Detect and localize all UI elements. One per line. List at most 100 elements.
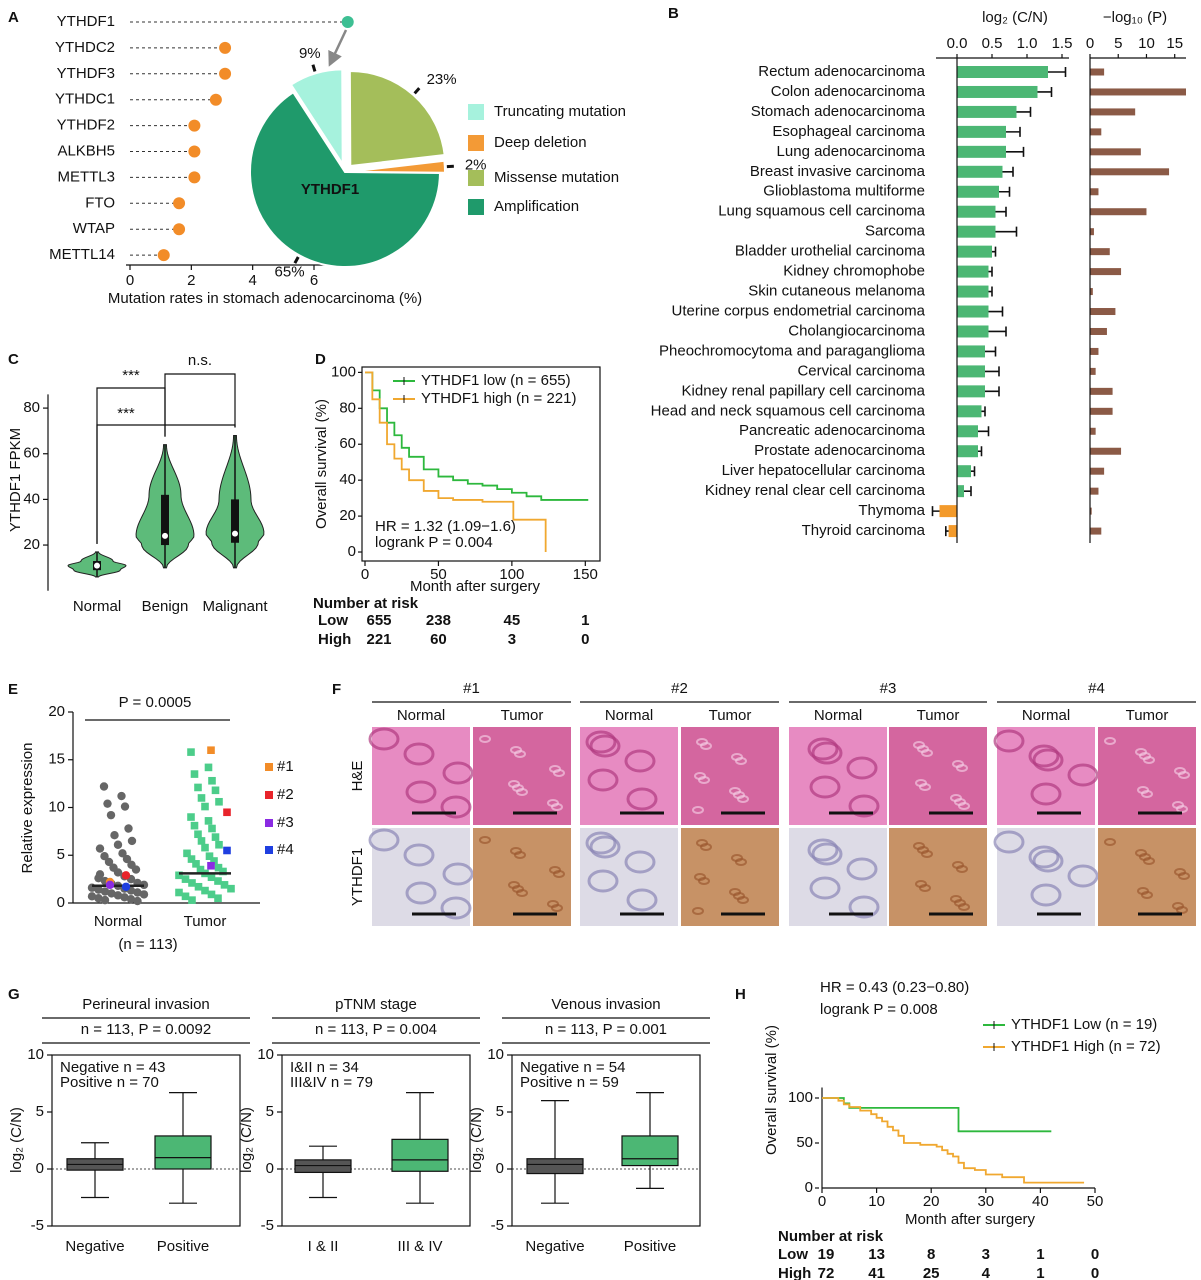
data-point <box>201 843 209 852</box>
panel-header: Normal <box>814 707 862 724</box>
y-tick-label: 0 <box>36 1160 44 1177</box>
data-point <box>106 810 116 820</box>
tissue-texture <box>696 738 708 746</box>
y-tick-label: 0 <box>496 1160 504 1177</box>
tissue-texture <box>913 842 925 850</box>
tissue-texture <box>585 831 617 855</box>
tissue-texture <box>510 847 522 855</box>
risk-table-title: Number at risk <box>313 595 419 612</box>
tissue-texture <box>952 760 964 768</box>
bar <box>957 265 989 278</box>
y-tick-label: 5 <box>266 1103 274 1120</box>
legend-swatch <box>468 199 484 215</box>
y-axis-label: log₂ (C/N) <box>8 1107 25 1173</box>
risk-value: 1 <box>1036 1246 1044 1263</box>
y-tick-label: 40 <box>339 471 356 488</box>
sample-header: #1 <box>463 680 480 697</box>
data-point <box>188 879 196 887</box>
tissue-texture <box>403 742 435 766</box>
bar <box>957 66 1048 78</box>
tissue-texture <box>624 850 656 874</box>
category-label: Rectum adenocarcinoma <box>758 63 925 80</box>
whisker <box>309 1145 337 1199</box>
panel-header: Tumor <box>501 707 544 724</box>
bar <box>957 325 989 338</box>
risk-row-name: Low <box>778 1246 808 1263</box>
tissue-texture <box>626 888 658 912</box>
data-point <box>126 894 136 904</box>
data-point <box>183 849 191 858</box>
category-label: Malignant <box>202 598 268 615</box>
category-label: YTHDC2 <box>55 39 115 56</box>
data-point <box>204 817 213 825</box>
panel-label: E <box>8 681 18 698</box>
legend-swatch <box>265 819 273 827</box>
tissue-texture <box>589 734 621 758</box>
data-point <box>187 855 196 863</box>
bar <box>1090 148 1141 156</box>
bar <box>1090 327 1107 335</box>
risk-value: 238 <box>426 612 451 629</box>
tissue-texture <box>731 854 743 862</box>
whisker <box>406 1092 434 1204</box>
risk-value: 3 <box>508 631 516 648</box>
bar <box>1090 447 1122 455</box>
data-point <box>175 871 183 880</box>
bar <box>1090 407 1113 415</box>
bar <box>1090 467 1105 475</box>
panel-header: Normal <box>1022 707 1070 724</box>
category-label: Skin cutaneous melanoma <box>748 283 925 300</box>
dot <box>173 197 186 210</box>
bar <box>1090 507 1092 515</box>
data-point <box>215 797 223 806</box>
risk-value: 0 <box>581 631 589 648</box>
data-point <box>113 840 123 849</box>
legend-label: YTHDF1 Low (n = 19) <box>1011 1016 1157 1033</box>
data-point <box>214 877 222 885</box>
error-bar <box>945 526 949 537</box>
error-bar <box>981 406 986 417</box>
panel-label: F <box>332 681 341 698</box>
label-tick <box>311 64 317 72</box>
box <box>161 494 169 546</box>
data-point <box>127 836 137 846</box>
tissue-texture <box>950 895 962 903</box>
significance-label: *** <box>122 367 140 384</box>
box <box>154 1135 212 1170</box>
histology-image <box>1098 828 1196 926</box>
tissue-texture <box>440 896 472 920</box>
data-point <box>194 830 202 839</box>
histology-image <box>889 828 987 926</box>
x-tick-label: 100 <box>499 566 524 583</box>
category-label: Negative <box>525 1238 584 1255</box>
category-label: WTAP <box>73 220 115 237</box>
data-point <box>100 852 109 861</box>
tissue-texture <box>442 761 474 785</box>
x-tick-label: 0 <box>126 272 134 289</box>
row-label: YTHDF1 <box>349 848 366 906</box>
x-tick-label: 20 <box>923 1193 940 1210</box>
tissue-texture <box>846 756 878 780</box>
category-label: Glioblastoma multiforme <box>763 183 925 200</box>
risk-value: 25 <box>923 1265 940 1280</box>
tissue-texture <box>1104 737 1116 745</box>
data-point <box>201 802 209 811</box>
y-tick-label: 40 <box>23 490 40 507</box>
tissue-texture <box>585 730 617 754</box>
error-bar <box>1006 146 1025 157</box>
tissue-texture <box>368 727 400 751</box>
tissue-texture <box>1028 845 1060 869</box>
tissue-texture <box>547 900 559 908</box>
row-label: H&E <box>349 761 366 792</box>
highlight-point <box>223 808 231 817</box>
dot <box>188 145 201 158</box>
histology-image <box>889 727 987 825</box>
tissue-texture <box>1135 748 1147 756</box>
legend-label: Amplification <box>494 198 579 215</box>
tissue-texture <box>549 765 561 773</box>
y-axis-label: log₂ (C/N) <box>468 1107 485 1173</box>
y-axis-label: Overall survival (%) <box>313 399 330 529</box>
data-point <box>113 868 123 877</box>
pie-slice <box>249 90 442 268</box>
bar <box>957 165 1003 178</box>
